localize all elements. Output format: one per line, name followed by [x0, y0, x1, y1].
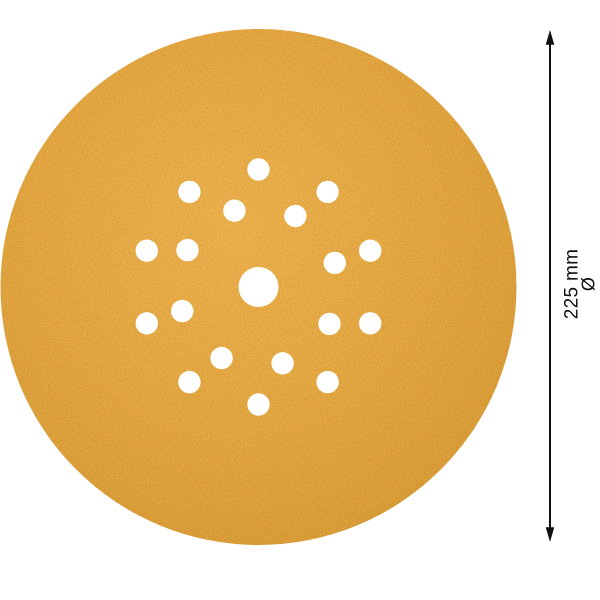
dust-hole: [135, 239, 158, 262]
dust-hole: [176, 238, 199, 262]
dust-hole: [247, 393, 270, 416]
dust-hole: [271, 352, 294, 375]
dimension-arrow: [545, 30, 555, 542]
dust-hole: [359, 312, 382, 335]
dust-hole: [178, 370, 201, 394]
dust-extraction-holes: [135, 158, 382, 416]
dust-hole: [323, 251, 346, 275]
dust-hole: [223, 199, 246, 222]
dust-hole: [284, 204, 307, 228]
dust-hole: [210, 346, 233, 370]
dust-hole: [135, 312, 158, 335]
dust-hole: [178, 180, 201, 204]
dust-hole: [318, 312, 341, 336]
diameter-symbol: Ø: [578, 276, 599, 292]
dimension-label: 225 mm Ø: [562, 249, 599, 319]
sanding-disc: [0, 29, 517, 545]
dust-hole: [247, 158, 270, 181]
arrowhead-up-icon: [545, 30, 555, 45]
dust-hole: [238, 267, 279, 307]
dust-hole: [316, 370, 339, 394]
dust-hole: [359, 239, 382, 262]
dust-hole: [316, 180, 339, 204]
arrowhead-down-icon: [545, 527, 555, 542]
dust-hole: [171, 299, 194, 323]
